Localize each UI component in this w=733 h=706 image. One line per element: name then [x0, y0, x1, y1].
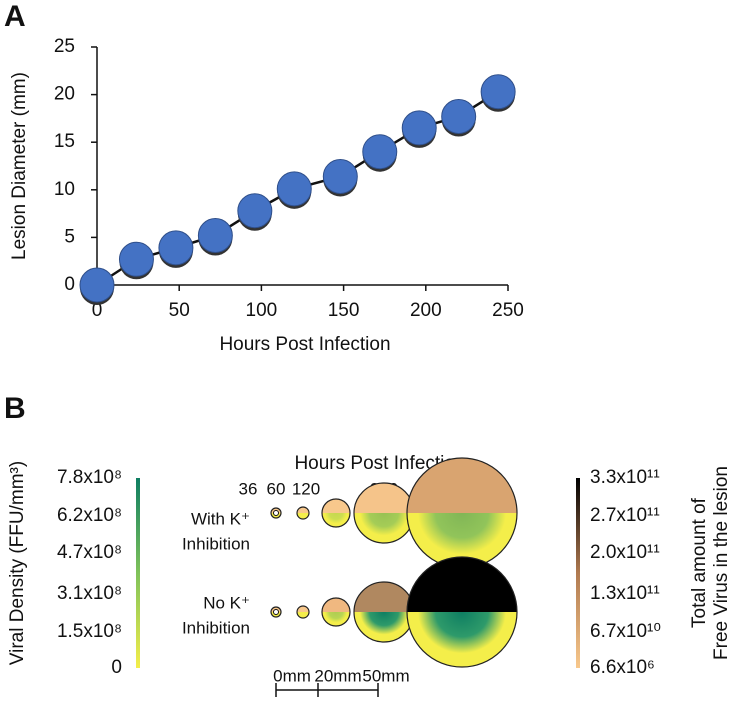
lesion-top	[407, 557, 517, 612]
x-tick-label: 0	[92, 300, 103, 321]
panel-b-title: Hours Post Infection	[294, 453, 465, 474]
lesion-outline	[270, 606, 282, 618]
panel-label: A	[4, 0, 26, 33]
lesion-core	[273, 510, 279, 516]
data-point	[401, 110, 437, 146]
lesion-outline	[296, 605, 310, 619]
hour-label: 60	[267, 479, 286, 498]
x-axis-title: Hours Post Infection	[219, 334, 390, 355]
scale-label: 50mm	[362, 666, 409, 685]
lesion-top	[407, 458, 517, 513]
data-point	[362, 134, 398, 170]
hour-label: 120	[292, 479, 320, 498]
colorbar-title: Total amount of	[689, 497, 710, 628]
colorbar-tick-label: 7.8x10⁸	[57, 467, 122, 488]
data-point	[79, 267, 115, 303]
data-point	[118, 241, 154, 277]
colorbar-tick-label: 3.1x10⁸	[57, 583, 122, 604]
row-label: With K⁺	[191, 509, 250, 528]
colorbar-tick-label: 2.7x10¹¹	[590, 505, 660, 526]
y-axis-title: Lesion Diameter (mm)	[9, 72, 30, 260]
x-tick-label: 50	[169, 300, 190, 321]
lesion-outline	[406, 556, 518, 668]
colorbar-tick-label: 3.3x10¹¹	[590, 467, 660, 488]
scale-label: 0mm	[273, 666, 311, 685]
lesion-outline	[270, 507, 282, 519]
lesion-top	[354, 582, 414, 612]
colorbar-tick-label: 2.0x10¹¹	[590, 542, 660, 563]
lesion-top	[322, 499, 350, 513]
colorbar-tick-label: 1.3x10¹¹	[590, 583, 660, 604]
data-point	[197, 217, 233, 253]
colorbar-tick-label: 6.7x10¹⁰	[590, 621, 661, 642]
y-tick-label: 25	[54, 36, 75, 57]
row-label: Inhibition	[182, 534, 250, 553]
colorbar-tick-label: 4.7x10⁸	[57, 542, 122, 563]
y-tick-label: 10	[54, 179, 75, 200]
y-tick-label: 20	[54, 84, 75, 105]
lesion-outline	[321, 498, 351, 528]
row-label: Inhibition	[182, 618, 250, 637]
lesion-top	[354, 483, 414, 513]
y-tick-label: 0	[64, 274, 75, 295]
lesion-outline	[321, 597, 351, 627]
panel-b: Hours Post Infection Viral Density (FFU/…	[7, 453, 732, 697]
panel-label: B	[4, 392, 26, 425]
data-point	[237, 193, 273, 229]
colorbar-tick-label: 1.5x10⁸	[57, 621, 122, 642]
colorbar-tick-label: 6.6x10⁶	[590, 657, 655, 678]
data-point	[158, 230, 194, 266]
y-tick-label: 15	[54, 131, 75, 152]
x-tick-label: 200	[410, 300, 442, 321]
colorbar-title: Free Virus in the lesion	[711, 466, 732, 660]
scale-label: 20mm	[314, 666, 361, 685]
x-tick-label: 150	[328, 300, 360, 321]
lesion-top	[297, 507, 309, 513]
data-point	[322, 158, 358, 194]
hour-label: 36	[239, 479, 258, 498]
colorbar-title: Viral Density (FFU/mm³)	[7, 461, 28, 665]
colorbar-tick-label: 0	[111, 657, 122, 678]
colorbar	[136, 478, 140, 668]
lesion-outline	[296, 506, 310, 520]
data-point	[276, 171, 312, 207]
colorbar-tick-label: 6.2x10⁸	[57, 505, 122, 526]
x-tick-label: 250	[492, 300, 524, 321]
row-label: No K⁺	[203, 593, 250, 612]
lesion-top	[322, 598, 350, 612]
data-point	[480, 74, 516, 110]
y-tick-label: 5	[64, 226, 75, 247]
lesion-top	[297, 606, 309, 612]
colorbar	[576, 478, 580, 668]
x-tick-label: 100	[246, 300, 278, 321]
data-point	[441, 98, 477, 134]
lesion-core	[273, 609, 279, 615]
